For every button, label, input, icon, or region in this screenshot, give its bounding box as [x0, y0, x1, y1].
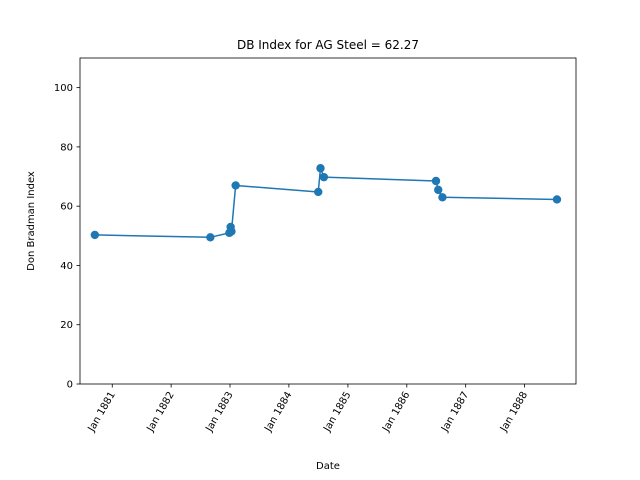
y-axis-label: Don Bradman Index	[26, 171, 37, 271]
data-point	[434, 185, 443, 195]
data-point	[227, 227, 236, 236]
plot-area	[90, 164, 562, 242]
y-tick-label: 40	[60, 261, 73, 272]
y-axis: 0 20 40 60 80 100	[54, 83, 80, 391]
y-tick-label: 20	[60, 320, 73, 331]
data-point	[438, 193, 447, 202]
chart-title: DB Index for AG Steel = 62.27	[237, 38, 419, 52]
data-point	[316, 164, 325, 173]
y-tick-label: 100	[54, 83, 73, 94]
y-tick-label: 0	[67, 380, 73, 391]
x-axis-label: Date	[316, 461, 340, 472]
y-tick-label: 60	[60, 202, 73, 213]
y-tick-label: 80	[60, 142, 73, 153]
data-point	[206, 233, 215, 242]
data-point	[314, 187, 323, 197]
data-point	[231, 181, 240, 190]
data-point	[90, 230, 100, 240]
data-point	[552, 195, 562, 204]
data-point	[431, 176, 441, 186]
data-point	[319, 172, 329, 182]
axes-frame	[79, 57, 577, 385]
